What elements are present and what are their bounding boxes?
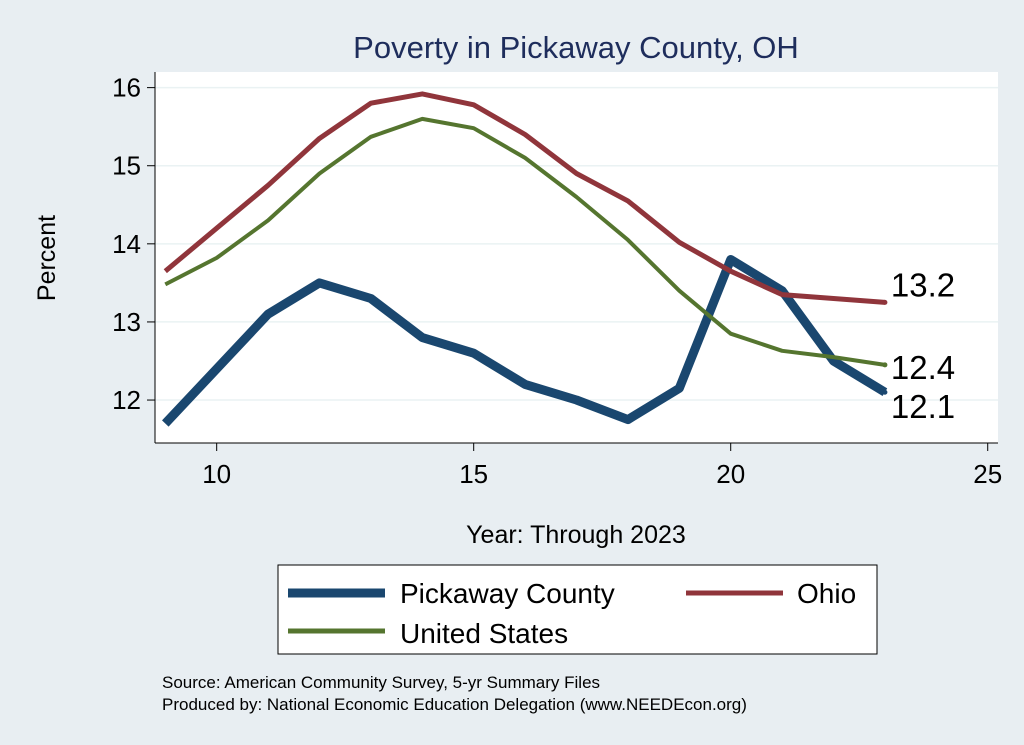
end-label: 13.2 [891, 266, 955, 303]
end-label: 12.4 [891, 349, 955, 386]
grid [155, 86, 998, 401]
y-tick-label: 16 [112, 73, 141, 103]
legend-label-pickaway: Pickaway County [400, 578, 615, 609]
x-tick-label: 20 [716, 459, 745, 489]
y-tick-label: 14 [112, 229, 141, 259]
series-endpoint [882, 389, 888, 395]
x-tick-label: 15 [459, 459, 488, 489]
y-axis-label: Percent [33, 215, 61, 301]
x-axis-label: Year: Through 2023 [466, 521, 686, 549]
x-tick-label: 10 [202, 459, 231, 489]
source-note: Source: American Community Survey, 5-yr … [162, 673, 600, 692]
y-tick-label: 15 [112, 151, 141, 181]
y-tick-label: 12 [112, 385, 141, 415]
chart-title: Poverty in Pickaway County, OH [353, 30, 799, 65]
legend-box [277, 564, 878, 655]
ticks: 12 13 14 15 16 10 15 20 25 [112, 73, 1002, 489]
legend-label-ohio: Ohio [797, 578, 856, 609]
series-line-united-states [164, 116, 886, 367]
end-label: 12.1 [891, 388, 955, 425]
plot-area [155, 72, 998, 443]
x-tick-label: 25 [973, 459, 1002, 489]
producer-note: Produced by: National Economic Education… [162, 695, 747, 714]
series-group [162, 91, 888, 427]
axes [154, 72, 998, 444]
end-labels: 12.1 13.2 12.4 [891, 266, 955, 425]
legend: Pickaway County Ohio United States [277, 564, 878, 655]
series-line-ohio [163, 91, 886, 305]
legend-label-us: United States [400, 618, 568, 649]
series-line-pickaway-county [162, 255, 888, 427]
series-endpoint [882, 299, 888, 305]
y-tick-label: 13 [112, 307, 141, 337]
series-endpoint [882, 362, 888, 368]
